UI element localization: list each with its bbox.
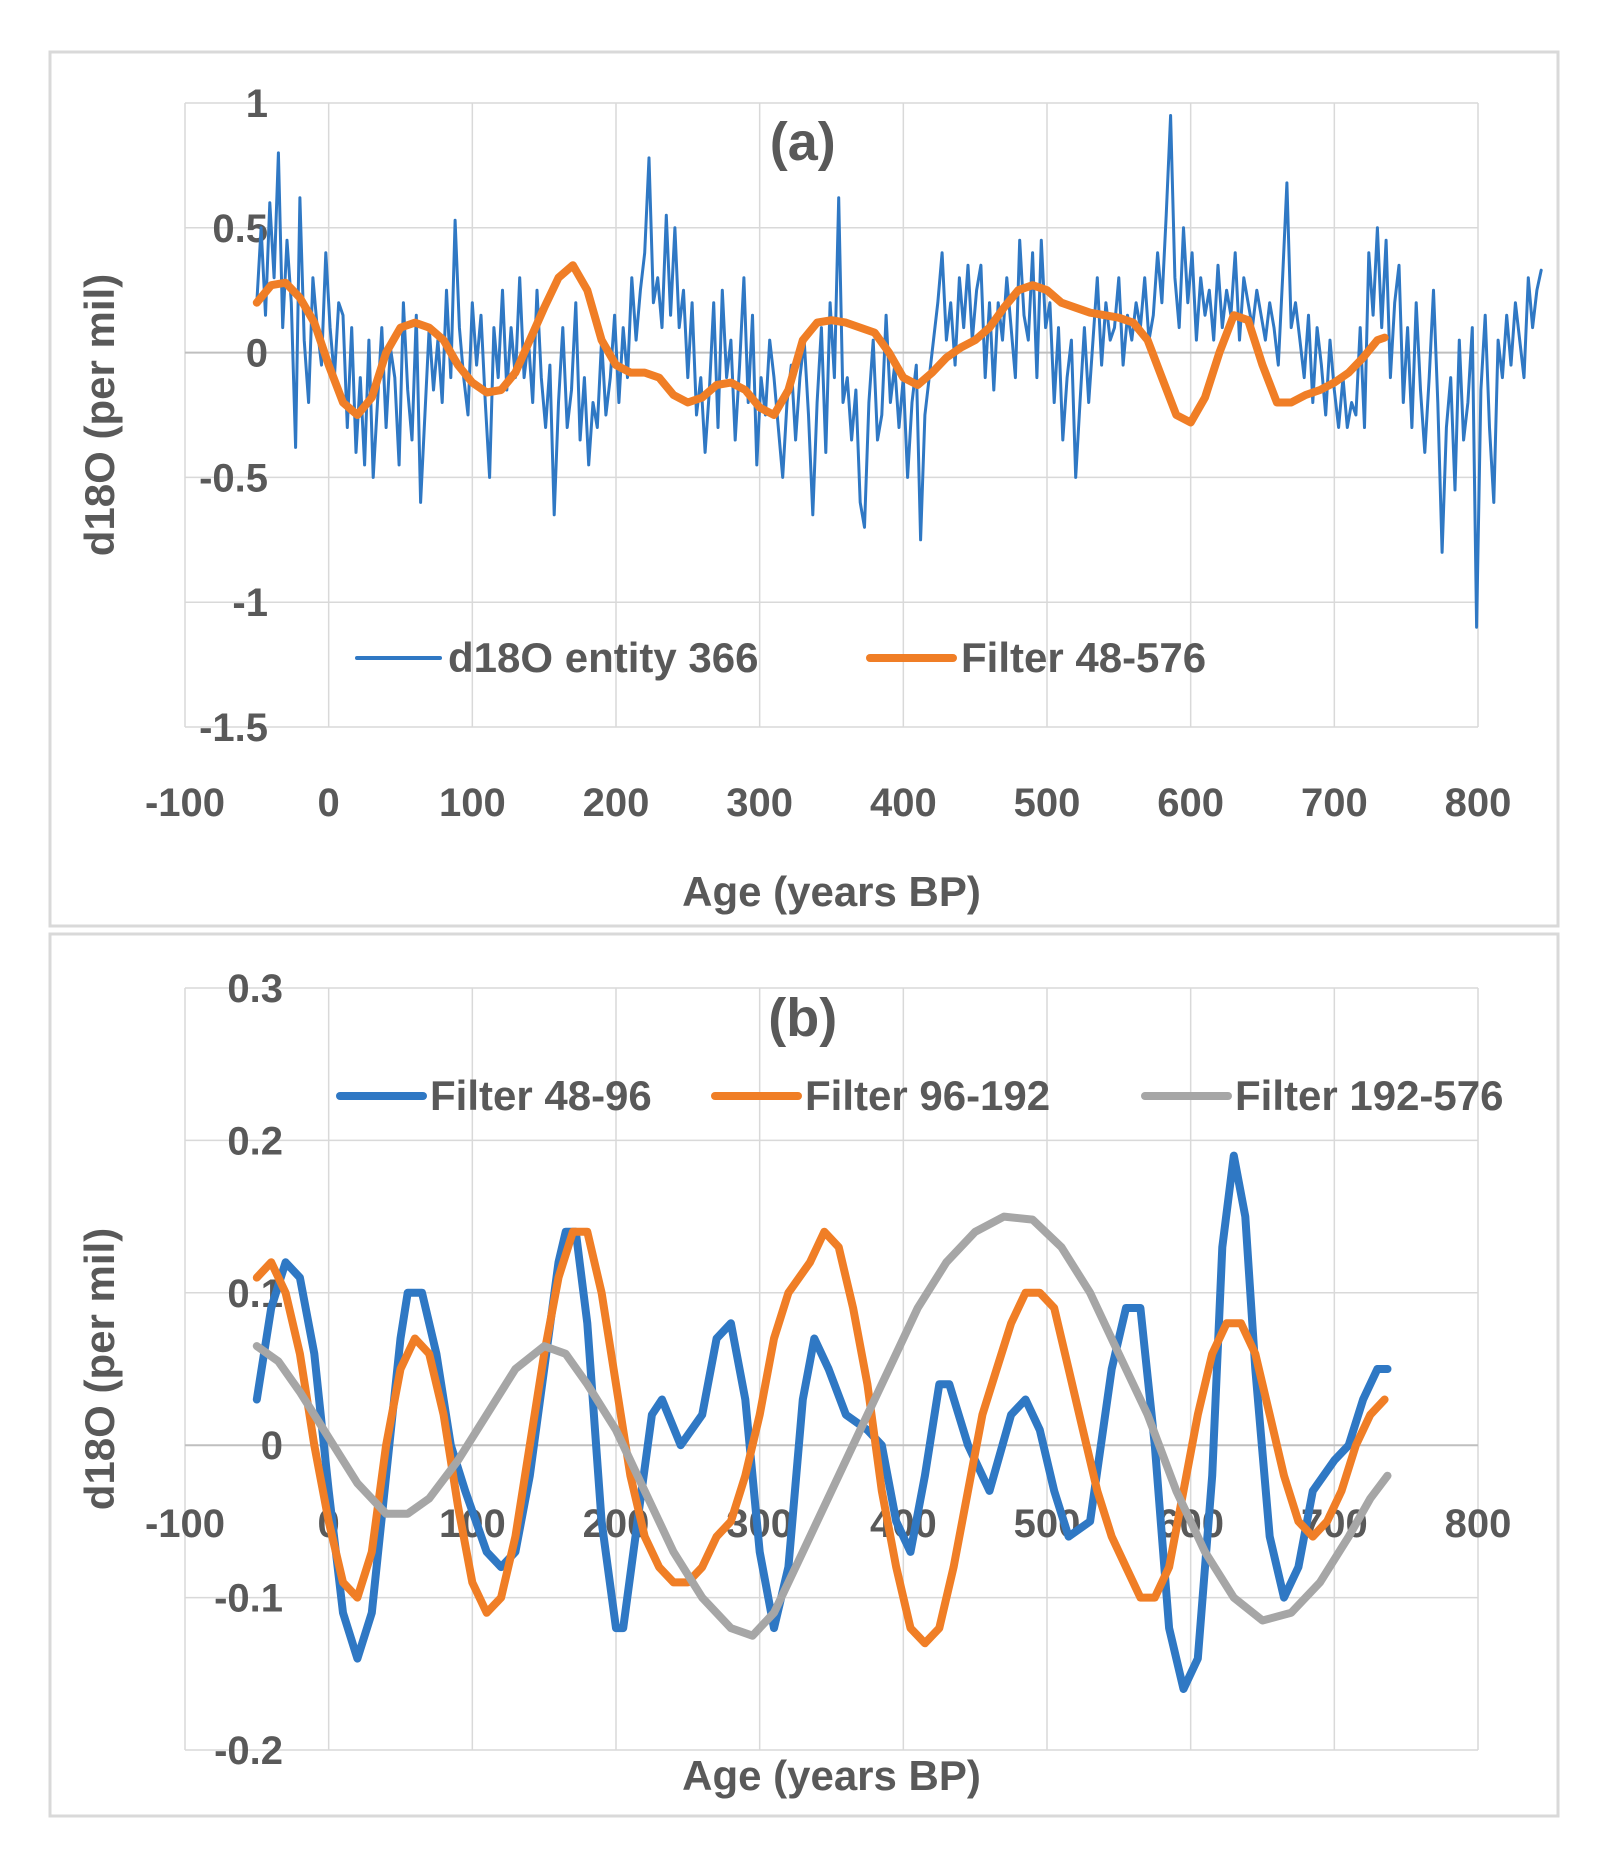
series-line-filter-48-96: [252, 1151, 1392, 1693]
x-axis-title: Age (years BP): [682, 868, 981, 915]
y-tick-label: 1: [246, 82, 268, 126]
y-tick-label: 0: [246, 332, 268, 376]
y-tick-label: -1.5: [199, 706, 268, 750]
y-tick-label: -0.2: [214, 1729, 283, 1773]
y-tick-label: 0.2: [227, 1119, 283, 1163]
panel-a-chart: -1.5-1-0.500.51-100 0 100 200 300 400 500 600 70…: [76, 82, 1543, 915]
x-tick-label: 400: [870, 781, 937, 825]
series-line-filter-48-576: [252, 261, 1389, 427]
panel-b-chart: -0.2-0.100.10.20.3-100 0 100 200 300 400 500 60…: [76, 967, 1511, 1799]
x-tick-label: 200: [583, 781, 650, 825]
x-tick-label: 500: [1014, 781, 1081, 825]
y-tick-label: -0.5: [199, 456, 268, 500]
y-axis-title: d18O (per mil): [76, 274, 123, 556]
legend-label: Filter 48-96: [430, 1072, 652, 1119]
legend-label: Filter 96-192: [805, 1072, 1050, 1119]
legend-label: d18O entity 366: [448, 634, 758, 681]
series-line-filter-192-576: [252, 1212, 1392, 1640]
x-tick-label: -100: [145, 781, 225, 825]
panel-label: (a): [770, 112, 836, 172]
y-axis-title: d18O (per mil): [76, 1228, 123, 1510]
x-tick-label: 700: [1301, 781, 1368, 825]
series-line-filter-96-192: [252, 1227, 1389, 1648]
y-tick-label: -0.1: [214, 1577, 283, 1621]
legend-label: Filter 192-576: [1235, 1072, 1504, 1119]
y-tick-label: -1: [232, 581, 268, 625]
y-tick-label: 0: [261, 1424, 283, 1468]
x-tick-label: 100: [439, 781, 506, 825]
panel-label: (b): [768, 988, 837, 1048]
x-tick-label: 0: [318, 781, 340, 825]
legend-label: Filter 48-576: [961, 634, 1206, 681]
x-tick-label: 600: [1157, 781, 1224, 825]
x-axis-title: Age (years BP): [682, 1752, 981, 1799]
x-tick-label: 800: [1445, 1502, 1512, 1546]
x-tick-label: 800: [1445, 781, 1512, 825]
y-tick-label: 0.3: [227, 967, 283, 1011]
x-tick-label: 300: [726, 781, 793, 825]
x-tick-label: -100: [145, 1502, 225, 1546]
